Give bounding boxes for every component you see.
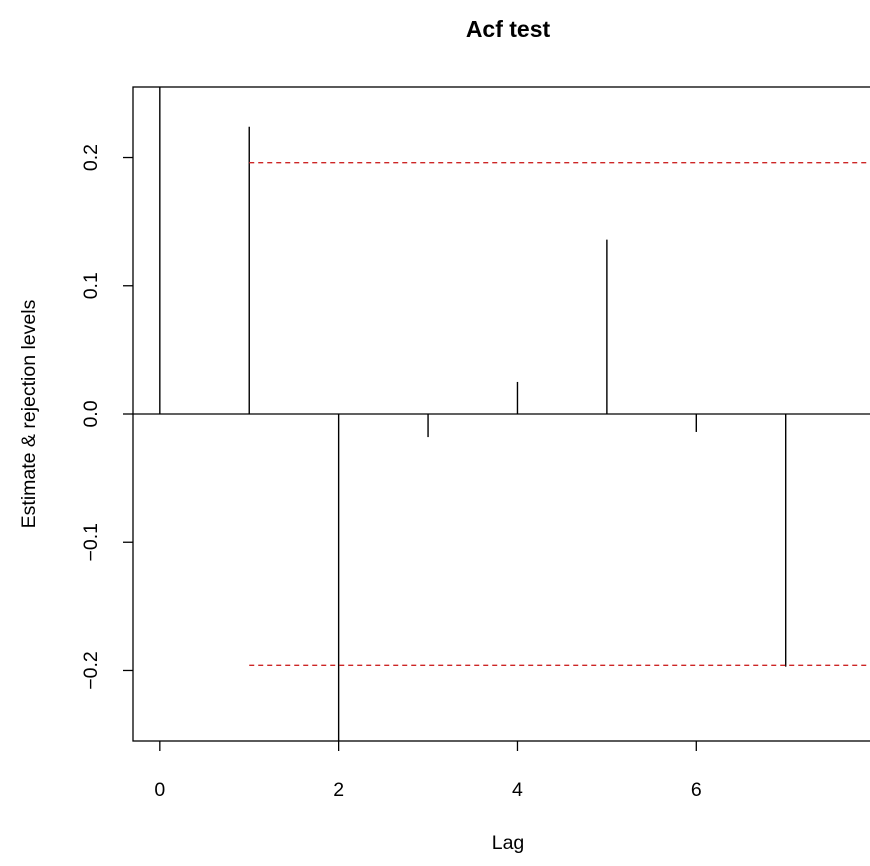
x-tick-label: 6 bbox=[691, 779, 702, 801]
y-tick-label: 0.1 bbox=[80, 272, 102, 299]
x-tick-label: 2 bbox=[333, 779, 344, 801]
y-tick-label: −0.2 bbox=[80, 651, 102, 690]
x-axis: 02468 bbox=[154, 741, 870, 801]
y-tick-label: 0.0 bbox=[80, 400, 102, 427]
x-axis-title: Lag bbox=[492, 832, 525, 854]
y-tick-label: −0.1 bbox=[80, 523, 102, 562]
y-tick-label: 0.2 bbox=[80, 144, 102, 171]
x-tick-label: 0 bbox=[154, 779, 165, 801]
acf-bars bbox=[159, 87, 787, 741]
y-axis-title: Estimate & rejection levels bbox=[18, 299, 40, 528]
chart-title: Acf test bbox=[466, 16, 551, 42]
y-axis: −0.2 −0.1 0.0 0.1 0.2 bbox=[80, 144, 133, 690]
x-tick-label: 4 bbox=[512, 779, 523, 801]
